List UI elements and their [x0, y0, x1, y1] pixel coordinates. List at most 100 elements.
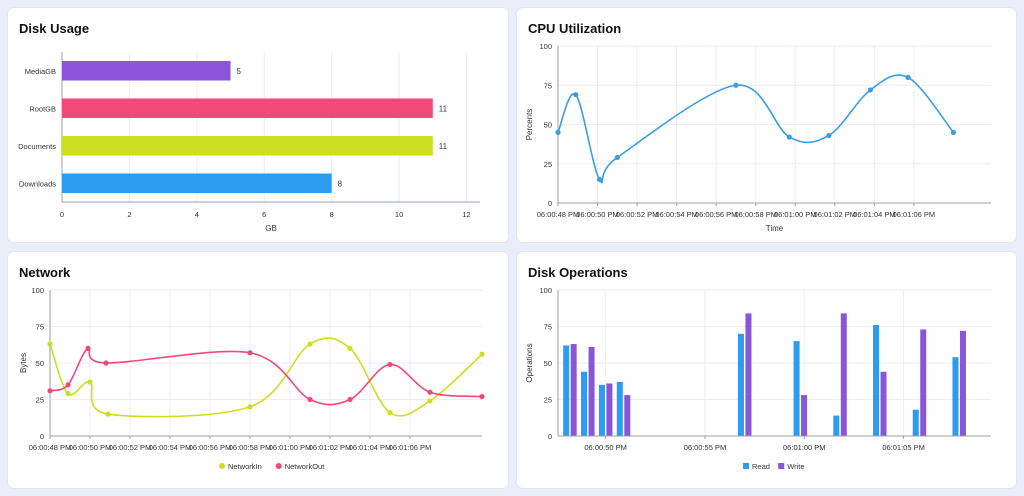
- y-tick-label: 75: [36, 323, 44, 332]
- x-tick-label: 06:00:50 PM: [584, 443, 627, 452]
- y-tick-label: MediaGB: [25, 67, 56, 76]
- series-line: [50, 347, 482, 406]
- bar: [62, 173, 332, 193]
- x-tick-label: 06:00:48 PM: [537, 210, 580, 219]
- data-point: [47, 341, 53, 347]
- legend-marker: [219, 463, 225, 469]
- y-tick-label: 50: [36, 359, 44, 368]
- x-tick-label: 06:00:58 PM: [734, 210, 777, 219]
- x-tick-label: 06:00:50 PM: [576, 210, 619, 219]
- data-point: [65, 391, 71, 397]
- panel-title: Disk Operations: [528, 265, 628, 280]
- y-tick-label: 50: [544, 359, 552, 368]
- data-point: [247, 350, 253, 356]
- data-point: [427, 398, 433, 404]
- x-tick-label: 06:01:04 PM: [349, 443, 392, 452]
- x-tick-label: 06:00:54 PM: [149, 443, 192, 452]
- data-point: [47, 388, 53, 394]
- data-point: [103, 360, 109, 366]
- panel-title: Network: [19, 265, 71, 280]
- read-bar: [793, 341, 800, 436]
- legend-label: NetworkIn: [228, 462, 262, 471]
- data-point: [387, 361, 393, 368]
- series-line: [50, 337, 482, 418]
- x-tick-label: 06:01:02 PM: [309, 443, 352, 452]
- y-axis-label: Percents: [525, 109, 534, 141]
- panel-title: CPU Utilization: [528, 21, 622, 36]
- legend-label: Write: [787, 462, 804, 471]
- x-tick-label: 10: [395, 210, 403, 219]
- y-tick-label: 25: [544, 396, 552, 405]
- y-tick-label: 25: [36, 396, 44, 405]
- disk-operations-panel: Disk Operations 0 25 50 75 100 06:00:50 PM 06:…: [517, 252, 1016, 488]
- legend-marker: [743, 463, 749, 469]
- data-point: [614, 154, 620, 161]
- disk-usage-chart: 0 2 4 6 8 10 12 GB MediaGB 5 RootGB 11 Documents 11 Do…: [18, 52, 480, 233]
- data-point: [307, 396, 313, 403]
- y-tick-label: 0: [548, 199, 552, 208]
- write-bar: [624, 395, 631, 436]
- x-tick-label: 06:00:56 PM: [695, 210, 738, 219]
- legend-marker: [275, 463, 282, 469]
- write-bar: [745, 313, 752, 436]
- read-bar: [563, 345, 570, 436]
- x-tick-label: 06:00:52 PM: [109, 443, 152, 452]
- data-point: [427, 389, 433, 395]
- x-tick-label: 2: [127, 210, 131, 219]
- write-bar: [588, 346, 595, 436]
- x-tick-label: 06:00:54 PM: [655, 210, 698, 219]
- data-label: 5: [237, 67, 242, 76]
- data-point: [950, 129, 957, 135]
- read-bar: [833, 415, 840, 436]
- x-tick-label: 06:00:50 PM: [69, 443, 112, 452]
- data-point: [573, 92, 579, 98]
- y-tick-label: 50: [544, 121, 552, 130]
- data-label: 11: [439, 142, 448, 151]
- data-point: [905, 74, 911, 80]
- x-tick-label: 6: [262, 210, 266, 219]
- data-point: [105, 411, 111, 417]
- data-label: 11: [439, 104, 448, 113]
- write-bar: [880, 371, 887, 436]
- y-tick-label: 75: [544, 323, 552, 332]
- bar: [62, 61, 231, 81]
- read-bar: [598, 384, 605, 436]
- y-tick-label: 0: [548, 432, 552, 441]
- data-point: [826, 132, 832, 139]
- x-tick-label: 06:01:04 PM: [853, 210, 896, 219]
- legend-marker: [778, 463, 785, 469]
- data-point: [786, 134, 792, 140]
- data-point: [555, 129, 561, 135]
- x-tick-label: 8: [330, 210, 334, 219]
- data-point: [867, 87, 873, 93]
- x-tick-label: 0: [60, 210, 64, 219]
- bar: [62, 98, 433, 118]
- data-point: [85, 345, 91, 351]
- data-point: [347, 345, 353, 351]
- read-bar: [952, 357, 959, 436]
- read-bar: [912, 409, 919, 436]
- y-tick-label: 0: [40, 432, 44, 441]
- data-point: [479, 393, 485, 400]
- x-tick-label: 06:01:00 PM: [774, 210, 817, 219]
- network-panel: Network 0 25 50 75 100 06:00:48 PM 06:00:50 PM…: [8, 252, 508, 488]
- x-tick-label: 06:01:05 PM: [882, 443, 925, 452]
- x-tick-label: 4: [195, 210, 199, 219]
- disk-usage-panel: Disk Usage 0 2 4 6 8 10 12 GB MediaGB 5 RootGB 11 Do…: [8, 8, 508, 242]
- write-bar: [570, 344, 577, 436]
- data-point: [307, 341, 313, 347]
- data-point: [65, 382, 71, 388]
- y-tick-label: 75: [544, 81, 552, 90]
- x-axis-label: GB: [265, 224, 277, 233]
- x-tick-label: 06:00:52 PM: [616, 210, 659, 219]
- data-point: [347, 396, 353, 403]
- x-tick-label: 06:00:55 PM: [684, 443, 727, 452]
- y-tick-label: Documents: [18, 142, 56, 151]
- cpu-series-line: [557, 74, 955, 184]
- x-tick-label: 06:00:56 PM: [189, 443, 232, 452]
- x-tick-label: 06:00:48 PM: [29, 443, 72, 452]
- bar: [62, 136, 433, 156]
- disk-operations-chart: 0 25 50 75 100 06:00:50 PM 06:00:55 PM 06:01:00…: [525, 286, 991, 471]
- read-bar: [616, 381, 623, 436]
- y-tick-label: 100: [539, 286, 552, 295]
